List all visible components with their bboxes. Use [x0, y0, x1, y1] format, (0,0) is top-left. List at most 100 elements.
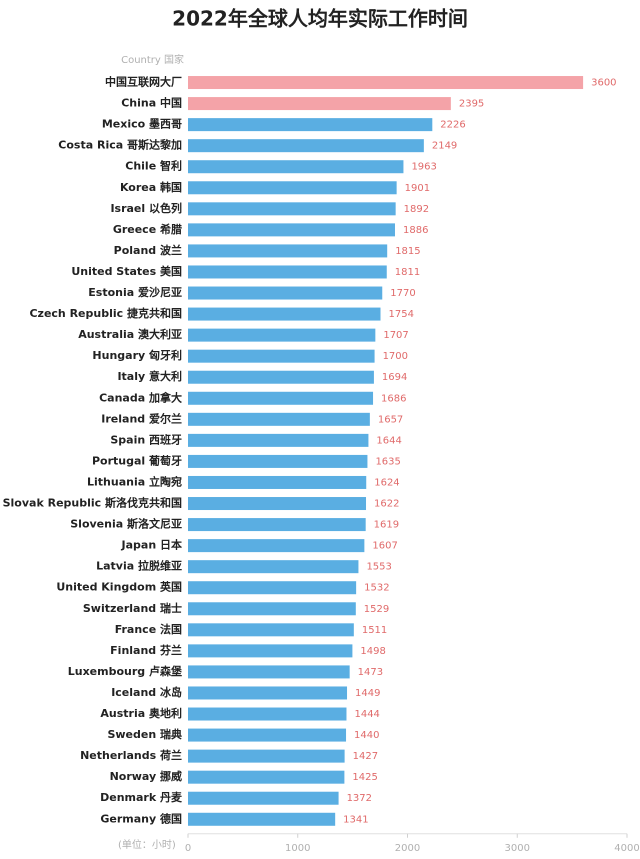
x-tick-label: 0 [185, 843, 191, 854]
category-label: Denmark 丹麦 [100, 790, 183, 804]
bar [188, 328, 376, 342]
bar [188, 539, 365, 553]
value-label: 1529 [364, 604, 389, 615]
bar [188, 749, 345, 763]
category-label: United Kingdom 英国 [56, 580, 182, 594]
bar [188, 118, 433, 132]
category-label: Hungary 匈牙利 [92, 348, 182, 362]
x-axis-label: (单位：小时) [118, 838, 176, 851]
value-label: 1770 [390, 288, 415, 299]
bar [188, 791, 339, 805]
value-label: 1532 [364, 583, 389, 594]
x-tick-label: 2000 [395, 843, 420, 854]
value-label: 1498 [360, 646, 385, 657]
x-tick-label: 4000 [614, 843, 639, 854]
chart-title: 2022年全球人均年实际工作时间 [172, 7, 468, 31]
bar [188, 370, 374, 384]
category-label: Israel 以色列 [110, 201, 182, 215]
bar [188, 139, 424, 153]
value-label: 1694 [382, 372, 407, 383]
category-label: Ireland 爱尔兰 [101, 411, 182, 425]
value-label: 3600 [591, 78, 616, 89]
category-label: 中国互联网大厂 [105, 75, 182, 89]
bar [188, 412, 370, 426]
bar [188, 160, 404, 174]
x-tick-label: 3000 [505, 843, 530, 854]
value-label: 1754 [389, 309, 414, 320]
bar [188, 286, 383, 300]
value-label: 1473 [358, 667, 383, 678]
category-label: Czech Republic 捷克共和国 [29, 306, 182, 320]
category-label: Netherlands 荷兰 [80, 748, 182, 762]
value-label: 1372 [347, 793, 372, 804]
value-label: 1811 [395, 267, 420, 278]
category-label: Estonia 爱沙尼亚 [88, 286, 182, 299]
value-label: 1707 [383, 330, 408, 341]
category-label: Slovenia 斯洛文尼亚 [70, 517, 182, 531]
category-header: Country 国家 [121, 53, 184, 66]
value-label: 1700 [383, 351, 408, 362]
bar [188, 181, 397, 195]
category-label: Portugal 葡萄牙 [92, 453, 182, 467]
category-label: Sweden 瑞典 [107, 727, 182, 741]
bar [188, 602, 356, 616]
category-label: Switzerland 瑞士 [83, 601, 182, 615]
value-label: 1440 [354, 730, 379, 741]
value-label: 2226 [440, 120, 465, 131]
category-label: United States 美国 [71, 264, 182, 278]
bar [188, 244, 388, 258]
category-label: Norway 挪威 [110, 769, 182, 783]
bar [188, 202, 396, 216]
bar [188, 97, 451, 111]
category-label: Luxembourg 卢森堡 [68, 664, 182, 678]
category-label: Latvia 拉脱维亚 [96, 559, 182, 573]
bar [188, 223, 395, 237]
value-label: 1624 [374, 477, 399, 488]
bar [188, 518, 366, 532]
category-label: Austria 奥地利 [100, 706, 182, 720]
category-label: China 中国 [121, 96, 182, 110]
value-label: 1622 [374, 499, 399, 510]
bar [188, 454, 368, 468]
value-label: 2149 [432, 141, 457, 152]
category-label: Germany 德国 [100, 811, 182, 825]
category-label: Spain 西班牙 [110, 432, 182, 446]
category-label: Australia 澳大利亚 [78, 327, 182, 341]
value-label: 1686 [381, 393, 406, 404]
value-label: 1644 [376, 435, 401, 446]
bar [188, 349, 375, 363]
value-label: 1607 [372, 541, 397, 552]
bar [188, 623, 354, 637]
value-label: 1511 [362, 625, 387, 636]
bar [188, 560, 359, 574]
value-label: 1886 [403, 225, 428, 236]
value-label: 1963 [411, 162, 436, 173]
bar [188, 475, 367, 489]
bar [188, 686, 348, 700]
value-label: 1657 [378, 414, 403, 425]
category-label: Lithuania 立陶宛 [87, 474, 182, 488]
bar [188, 433, 369, 447]
value-label: 2395 [459, 99, 484, 110]
bar [188, 770, 345, 784]
category-label: Japan 日本 [121, 538, 182, 552]
bar [188, 265, 387, 279]
value-label: 1553 [366, 562, 391, 573]
bar [188, 497, 367, 511]
category-label: Italy 意大利 [117, 369, 182, 383]
bar [188, 707, 347, 721]
bar [188, 391, 374, 405]
x-tick-label: 1000 [285, 843, 310, 854]
category-label: Poland 波兰 [114, 243, 182, 257]
category-label: Chile 智利 [125, 159, 182, 173]
value-label: 1444 [354, 709, 379, 720]
category-label: Canada 加拿大 [99, 390, 182, 404]
value-label: 1635 [375, 456, 400, 467]
category-label: Mexico 墨西哥 [102, 118, 182, 131]
bar [188, 728, 347, 742]
category-label: Finland 芬兰 [110, 643, 182, 657]
value-label: 1901 [405, 183, 430, 194]
value-label: 1341 [343, 814, 368, 825]
value-label: 1619 [374, 520, 399, 531]
bar [188, 644, 353, 658]
